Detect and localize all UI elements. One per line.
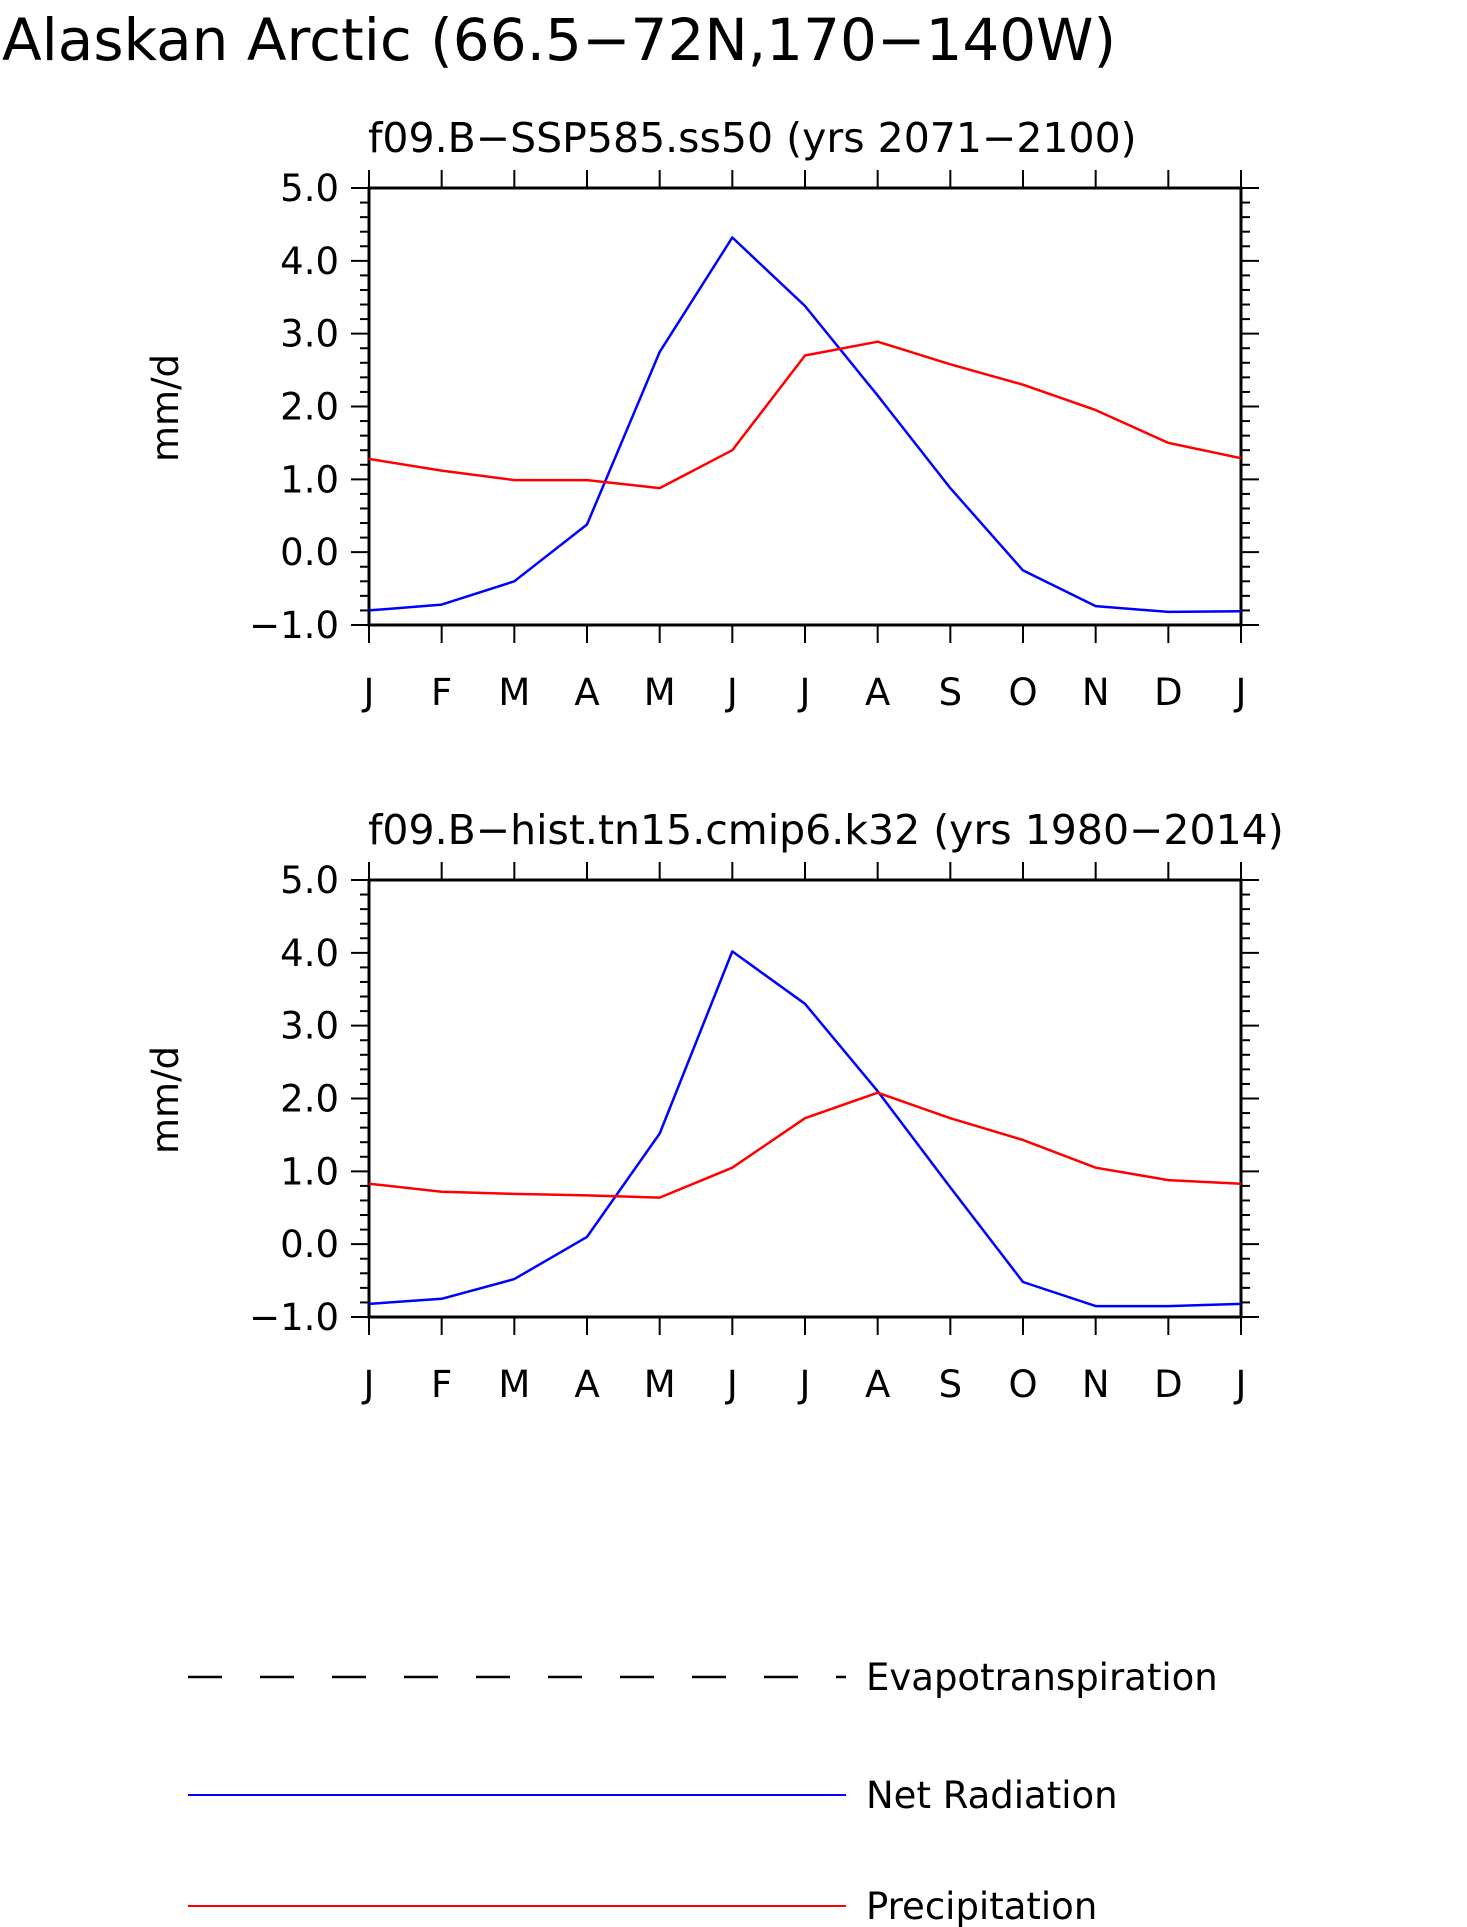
- x-tick-label: J: [362, 1363, 375, 1406]
- chart-panel-1: f09.B−SSP585.ss50 (yrs 2071−2100) mm/d J…: [144, 114, 1259, 714]
- x-tick-label: J: [725, 1363, 738, 1406]
- x-tick-label: S: [939, 671, 963, 714]
- x-tick-label: D: [1154, 1363, 1183, 1406]
- y-tick-label: 2.0: [280, 386, 339, 429]
- y-tick-label: 3.0: [280, 313, 339, 356]
- plot-frame: [367, 878, 1243, 1319]
- series-line-precipitation: [368, 1091, 1242, 1199]
- x-tick-label: F: [431, 671, 452, 714]
- chart-title: f09.B−SSP585.ss50 (yrs 2071−2100): [368, 114, 1137, 162]
- y-tick-label: −1.0: [249, 1296, 339, 1339]
- figure-title: Alaskan Arctic (66.5−72N,170−140W): [2, 6, 1116, 74]
- y-tick-label: 4.0: [280, 240, 339, 283]
- x-tick-label: N: [1082, 1363, 1110, 1406]
- y-tick-label: 1.0: [280, 458, 339, 501]
- y-axis-label: mm/d: [144, 354, 187, 462]
- legend-label-evapotranspiration: Evapotranspiration: [866, 1656, 1218, 1699]
- series-line-net-radiation: [368, 236, 1242, 614]
- x-tick-label: O: [1008, 671, 1037, 714]
- chart-panel-2: f09.B−hist.tn15.cmip6.k32 (yrs 1980−2014…: [144, 806, 1284, 1406]
- legend-label-net-radiation: Net Radiation: [866, 1774, 1118, 1817]
- x-tick-label: J: [1234, 1363, 1247, 1406]
- legend-label-precipitation: Precipitation: [866, 1885, 1097, 1927]
- x-tick-label: J: [1234, 671, 1247, 714]
- y-tick-label: −1.0: [249, 604, 339, 647]
- x-tick-label: N: [1082, 671, 1110, 714]
- x-tick-label: M: [498, 1363, 530, 1406]
- x-tick-label: A: [865, 671, 890, 714]
- y-tick-label: 4.0: [280, 932, 339, 975]
- x-tick-label: M: [498, 671, 530, 714]
- x-tick-label: A: [574, 1363, 599, 1406]
- x-tick-label: J: [362, 671, 375, 714]
- legend: Evapotranspiration Net Radiation Precipi…: [188, 1656, 1218, 1927]
- x-tick-label: J: [725, 671, 738, 714]
- x-tick-label: O: [1008, 1363, 1037, 1406]
- x-tick-label: J: [798, 671, 811, 714]
- series-line-net-radiation: [368, 950, 1242, 1308]
- plot-frame: [367, 186, 1243, 627]
- series-line-precipitation: [368, 340, 1242, 490]
- y-tick-label: 0.0: [280, 531, 339, 574]
- x-tick-label: A: [574, 671, 599, 714]
- y-tick-label: 5.0: [280, 859, 339, 902]
- y-axis-label: mm/d: [144, 1046, 187, 1154]
- chart-title: f09.B−hist.tn15.cmip6.k32 (yrs 1980−2014…: [368, 806, 1284, 854]
- x-tick-label: J: [798, 1363, 811, 1406]
- y-tick-label: 5.0: [280, 167, 339, 210]
- y-tick-label: 0.0: [280, 1223, 339, 1266]
- x-tick-label: F: [431, 1363, 452, 1406]
- y-tick-label: 2.0: [280, 1078, 339, 1121]
- x-tick-label: M: [644, 671, 676, 714]
- x-tick-label: M: [644, 1363, 676, 1406]
- x-tick-label: A: [865, 1363, 890, 1406]
- x-tick-label: D: [1154, 671, 1183, 714]
- y-tick-label: 1.0: [280, 1150, 339, 1193]
- x-tick-label: S: [939, 1363, 963, 1406]
- y-tick-label: 3.0: [280, 1005, 339, 1048]
